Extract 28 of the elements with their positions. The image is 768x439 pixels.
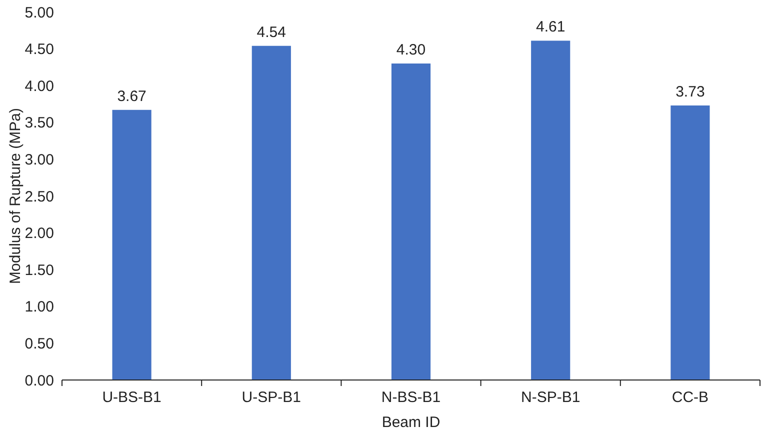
y-tick-label: 4.50	[24, 41, 54, 58]
y-tick-label: 1.00	[24, 298, 54, 316]
data-label: 3.67	[117, 88, 146, 105]
bar	[531, 40, 570, 380]
bar	[112, 110, 152, 380]
data-label: 4.61	[536, 18, 566, 36]
y-axis-title: Modulus of Rupture (MPa)	[7, 108, 24, 284]
y-tick-label: 2.50	[24, 188, 54, 206]
x-tick-label: U-SP-B1	[242, 389, 301, 406]
bar	[391, 64, 431, 380]
y-tick-label: 0.50	[24, 335, 54, 352]
y-tick-label: 4.00	[24, 78, 54, 95]
x-tick-label: N-BS-B1	[381, 389, 441, 406]
bar	[252, 46, 291, 380]
data-label: 4.30	[396, 42, 426, 59]
bar	[670, 105, 710, 380]
x-axis-title: Beam ID	[382, 414, 440, 431]
data-label: 3.73	[676, 83, 705, 100]
y-tick-label: 3.50	[24, 114, 54, 132]
data-label: 4.54	[256, 24, 286, 41]
x-tick-label: CC-B	[672, 389, 709, 406]
y-tick-label: 0.00	[24, 372, 54, 390]
y-tick-label: 1.50	[24, 262, 54, 279]
y-tick-label: 3.00	[24, 151, 54, 168]
y-tick-label: 2.00	[24, 225, 54, 242]
y-tick-label: 5.00	[24, 4, 54, 22]
x-tick-label: U-BS-B1	[102, 389, 162, 406]
x-tick-label: N-SP-B1	[521, 389, 580, 406]
